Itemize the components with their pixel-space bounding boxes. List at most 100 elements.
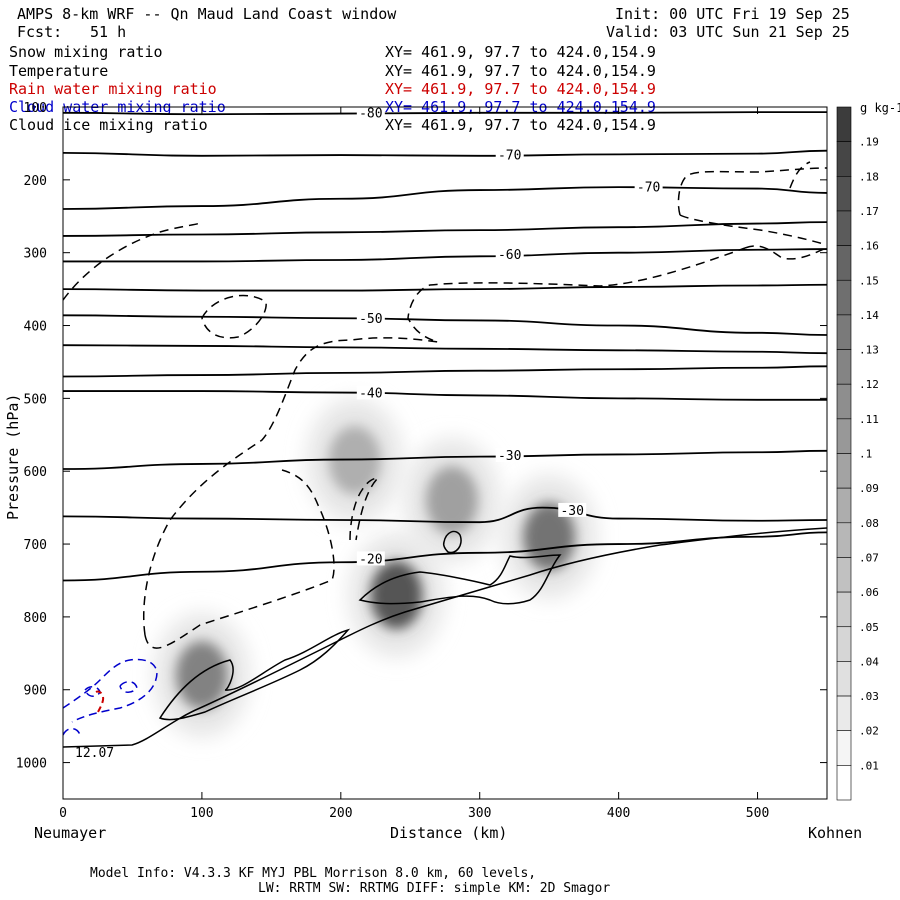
y-tick-label: 400 [24,320,47,335]
temperature-contour [63,283,827,292]
colorbar-swatch [836,349,852,385]
temperature-contour [63,506,827,524]
forecast-hours: 51 h [90,23,126,41]
colorbar-swatch [836,730,852,766]
contour-label: -20 [359,552,382,567]
cloud-ice-contour [144,469,335,649]
colorbar-swatch [836,418,852,454]
x-tick-label: 300 [468,806,491,821]
colorbar-label: .19 [859,136,879,149]
colorbar-label: .15 [859,274,879,287]
colorbar-swatch [836,314,852,350]
colorbar-label: .04 [859,655,879,668]
colorbar-label: .14 [859,309,879,322]
contour-label: -30 [498,449,521,464]
colorbar-swatch [836,591,852,628]
colorbar-swatch [836,141,852,177]
snow-outline-contour [358,554,562,605]
contour-label: -40 [359,386,382,401]
right-endpoint: Kohnen [808,824,862,842]
cloud-ice-contour [349,477,380,541]
y-tick-label: 700 [24,538,47,553]
cloud-ice-contour [744,245,827,260]
snow-maximum [403,438,500,563]
cloud-ice-contour [201,294,267,339]
contour-label-bg [558,502,587,517]
y-tick-label: 900 [24,684,47,699]
cloud-water-contour [119,681,138,693]
y-tick-label: 200 [24,174,47,189]
y-tick-label: 800 [24,611,47,626]
field-name: Temperature [9,62,108,80]
contour-label: -70 [637,181,660,196]
snow-core [425,466,478,535]
colorbar-swatch [836,279,852,316]
colorbar-swatch [836,557,852,593]
x-tick-label: 100 [190,806,213,821]
colorbar: g kg-1 .01 .02 .03 .04 .05 .06 .07 .08 .09 .1 .11.… [836,101,900,801]
temperature-contour [63,531,827,582]
snow-shading [153,398,598,738]
model-info: Model Info: V4.3.3 KF MYJ PBL Morrison 8… [90,866,536,881]
plot-frame [62,106,828,800]
colorbar-unit: g kg-1 [860,101,900,115]
colorbar-swatch [836,661,852,697]
snow-core [175,641,228,710]
cloud-ice-contour [789,161,811,189]
physics-info: LW: RRTM SW: RRTMG DIFF: simple KM: 2D S… [258,881,610,896]
colorbar-swatch [836,245,852,281]
colorbar-swatch [836,383,852,420]
field-xy: XY= 461.9, 97.7 to 424.0,154.9 [385,43,656,61]
y-axis-label: Pressure (hPa) [4,394,22,520]
snow-outline-contour [442,530,462,554]
snow-maximum [501,474,598,599]
colorbar-label: .08 [859,517,879,530]
contour-label-bg [634,179,663,194]
colorbar-label: .06 [859,586,879,599]
x-tick-label: 400 [607,806,630,821]
x-tick-label: 0 [59,806,67,821]
y-tick-label: 100 [24,101,47,116]
axes: 0 100 200 300 400 500 100 200 300 400 500 600 700 800… [16,101,827,821]
colorbar-swatch [836,522,852,558]
colorbar-label: .01 [859,759,879,772]
y-tick-label: 600 [24,465,47,480]
surface-value-label: 12.07 [75,746,114,761]
colorbar-swatch [836,453,852,489]
cloud-water-contour [63,658,158,723]
colorbar-label: .17 [859,205,879,218]
cloud-water-contour [63,727,81,736]
init-time: Init: 00 UTC Fri 19 Sep 25 [615,5,850,23]
y-tick-label: 500 [24,392,47,407]
field-name: Cloud ice mixing ratio [9,116,208,134]
colorbar-label: .11 [859,413,879,426]
colorbar-swatch [836,176,852,212]
contour-label: -70 [498,148,521,163]
contour-label-bg [495,147,524,162]
contour-label: -50 [359,312,382,327]
temperature-contour [63,111,827,116]
colorbar-swatch [836,695,852,731]
forecast-label: Fcst: [17,23,62,41]
snow-core [370,561,423,630]
temperature-contour [63,449,827,470]
temperature-contours: -80 -70 -70 -60 -50 -40 -30 -30 -20 [63,107,827,582]
colorbar-label: .07 [859,551,879,564]
contour-label-bg [356,551,385,566]
cloud-ice-contour [679,214,827,246]
temperature-contour [63,149,827,157]
temperature-contour [63,365,827,378]
colorbar-label: .05 [859,621,879,634]
snow-maximum [153,613,250,738]
y-tick-label: 1000 [16,757,47,772]
snow-core [523,502,576,571]
rain-water-contour [95,690,105,713]
colorbar-swatch [836,210,852,246]
colorbar-label: .16 [859,240,879,253]
colorbar-label: .09 [859,482,879,495]
cloud-water-contours [63,658,158,736]
field-xy: XY= 461.9, 97.7 to 424.0,154.9 [385,80,656,98]
colorbar-swatch [836,765,852,801]
plot-area: -80 -70 -70 -60 -50 -40 -30 -30 -20 [63,107,827,748]
